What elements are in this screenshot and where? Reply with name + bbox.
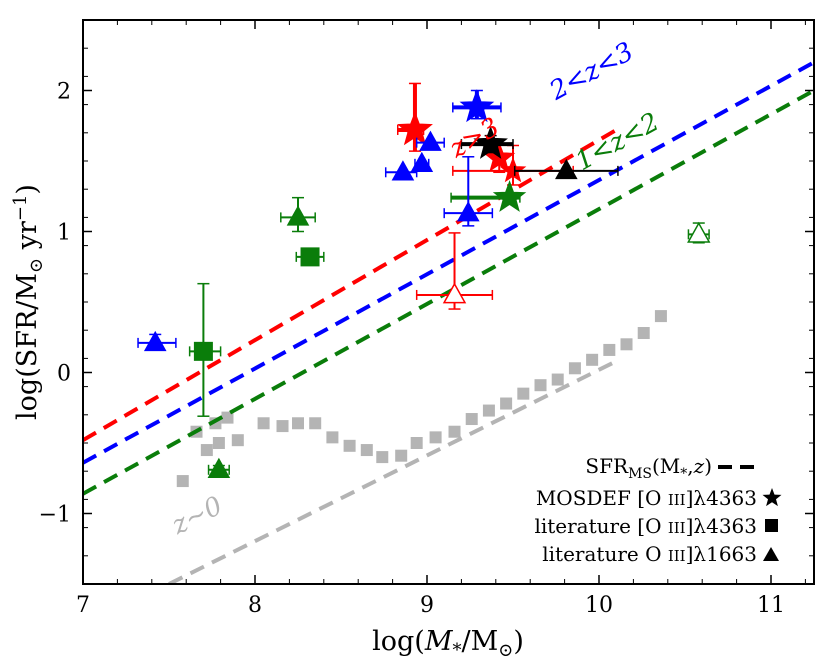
gray-square-point [326, 431, 339, 444]
legend-triangle-marker [763, 547, 779, 561]
gray-square-point [309, 417, 322, 430]
gray-square-point [482, 404, 495, 417]
triangle-marker [207, 457, 231, 478]
x-tick-label: 8 [248, 593, 262, 618]
triangle-marker [687, 221, 711, 243]
line-label-2z3: 2<z<3 [544, 37, 639, 107]
legend-star-shape [762, 488, 782, 507]
data-point-star [396, 82, 433, 152]
gray-square-point [534, 379, 547, 392]
data-point-triangle [207, 457, 231, 478]
triangle-marker [410, 151, 434, 173]
line-label-z0: z~0 [166, 491, 227, 541]
gray-square-point [429, 431, 442, 444]
legend-entry-lit-4363: literature [O III]λ4363 [534, 514, 757, 538]
data-point-star [460, 125, 514, 159]
triangle-marker [456, 201, 480, 222]
plot-area [83, 60, 814, 584]
gray-square-point [176, 475, 189, 488]
gray-square-point [395, 449, 408, 462]
gray-square-point [586, 353, 599, 366]
data-point-triangle [280, 196, 316, 233]
star-marker [473, 125, 508, 159]
legend-entry-main-sequence: SFRMS(M*,z) [585, 454, 712, 482]
legend-square-marker [765, 519, 778, 532]
data-point-triangle [137, 330, 177, 352]
axis-ticks: 7 8 9 10 11 −1 0 1 2 [39, 19, 814, 618]
x-axis-title: log(M*/M⊙) [372, 626, 524, 661]
gray-square-point [376, 451, 389, 464]
data-point-square [295, 247, 325, 267]
gray-square-point [360, 444, 373, 457]
gray-square-point [654, 310, 667, 323]
gray-square-point [448, 425, 461, 438]
gray-square-point [343, 439, 356, 452]
data-point-triangle [443, 156, 494, 227]
data-point-star [450, 180, 527, 212]
star-marker [459, 89, 495, 123]
data-point-triangle [415, 232, 494, 310]
legend-entry-lit-1663: literature O III]λ1663 [542, 542, 757, 566]
legend-entry-mosdef: MOSDEF [O III]λ4363 [536, 486, 757, 510]
x-tick-label: 10 [585, 593, 613, 618]
star-marker [396, 111, 433, 146]
triangle-marker [391, 160, 415, 181]
gray-square-point [276, 420, 289, 433]
gray-square-point [257, 417, 270, 430]
gray-square-point [603, 343, 616, 356]
y-axis-title: log(SFR/M⊙ yr−1) [10, 184, 47, 420]
gray-square-point [465, 413, 478, 426]
gray-square-point [517, 387, 530, 400]
data-point-triangle [687, 221, 711, 244]
gray-square-point [212, 437, 225, 449]
data-point-triangle [410, 151, 434, 173]
x-tick-label: 9 [420, 593, 434, 618]
y-tick-label: 2 [57, 80, 71, 105]
triangle-marker [419, 130, 442, 151]
main-sequence-line-z0 [168, 359, 618, 584]
data-point-triangle [415, 130, 445, 151]
gray-square-point [551, 373, 564, 386]
main-sequence-line-z3 [83, 128, 618, 442]
gray-square-point [568, 362, 581, 375]
data-points [137, 82, 711, 478]
y-tick-label: 0 [57, 362, 71, 387]
gray-square-point [637, 327, 650, 340]
triangle-marker [442, 282, 467, 304]
data-point-star [452, 89, 502, 123]
star-marker [499, 156, 527, 183]
legend-star-marker [762, 488, 782, 507]
gray-square-point [620, 338, 633, 351]
data-point-square [188, 282, 222, 417]
data-point-triangle [384, 160, 418, 181]
data-point-triangle [513, 158, 619, 180]
triangle-marker [286, 205, 310, 226]
square-marker [193, 341, 213, 361]
y-tick-label: −1 [39, 503, 71, 528]
main-sequence-lines [83, 60, 814, 584]
gray-square-point [200, 444, 213, 457]
triangle-marker [555, 158, 578, 180]
y-tick-label: 1 [57, 221, 71, 246]
gray-square-point [231, 434, 244, 447]
triangle-marker [143, 330, 167, 352]
gray-square-point [221, 411, 234, 424]
x-tick-label: 7 [76, 593, 90, 618]
x-tick-label: 11 [757, 593, 785, 618]
gray-points [176, 310, 667, 488]
main-sequence-line-2z3 [83, 60, 814, 465]
gray-square-point [500, 397, 513, 410]
star-marker [492, 180, 527, 212]
gray-square-point [410, 437, 423, 449]
gray-square-point [292, 417, 304, 430]
legend: SFRMS(M*,z) MOSDEF [O III]λ4363 literatu… [534, 454, 782, 566]
square-marker [300, 247, 320, 267]
main-sequence-line-1z2 [83, 88, 814, 496]
